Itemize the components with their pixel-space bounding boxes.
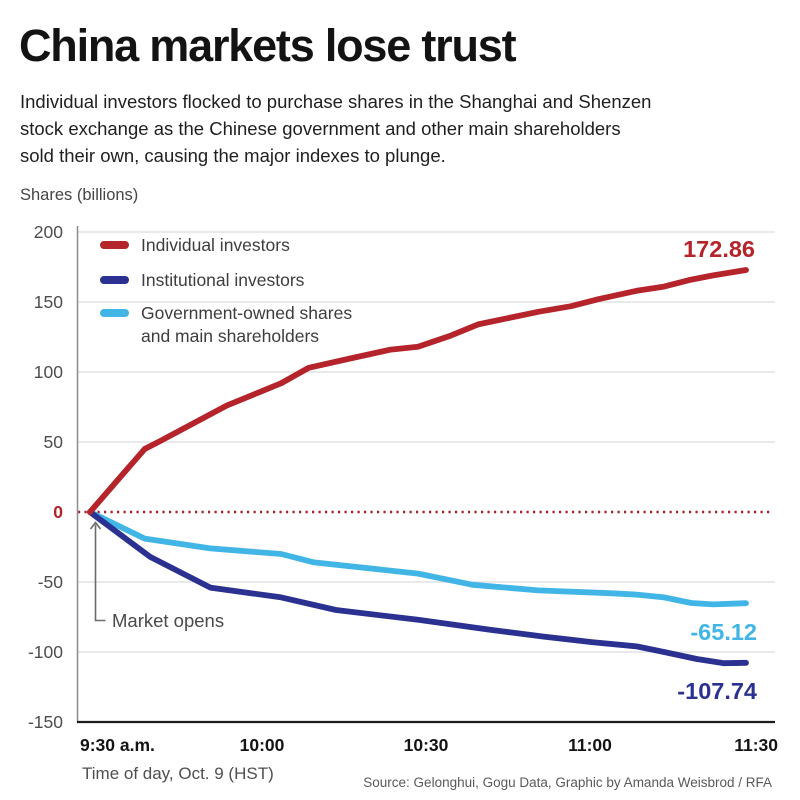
series-line-government-owned-shares: [87, 509, 749, 608]
page-title: China markets lose trust: [19, 20, 517, 71]
legend-label: Government-owned shares and main shareho…: [141, 303, 353, 346]
legend-swatch-icon: [100, 276, 129, 284]
x-tick-11-00: 11:00: [568, 735, 612, 755]
dek-line-3: sold their own, causing the major indexe…: [20, 145, 446, 166]
annotation-arrowhead-icon: [89, 521, 102, 530]
y-tick-200: 200: [34, 222, 63, 242]
y-axis-unit-label: Shares (billions): [20, 186, 139, 204]
x-tick-10-30: 10:30: [404, 735, 449, 755]
y-tick-100: 100: [34, 362, 63, 382]
y-tick--50: -50: [38, 572, 64, 592]
x-tick-9-30-a-m-: 9:30 a.m.: [80, 735, 155, 755]
source-credit: Source: Gelonghui, Gogu Data, Graphic by…: [363, 775, 772, 790]
x-axis-label: Time of day, Oct. 9 (HST): [82, 764, 274, 783]
dek-line-1: Individual investors flocked to purchase…: [20, 91, 652, 112]
x-tick-11-30: 11:30: [734, 735, 778, 755]
legend-item-individual-investors: Individual investors: [100, 234, 290, 257]
y-tick-150: 150: [34, 292, 63, 312]
y-tick--150: -150: [28, 712, 63, 732]
series-line-institutional-investors: [87, 509, 749, 667]
market-opens-annotation: Market opens: [112, 610, 225, 631]
y-tick--100: -100: [28, 642, 63, 662]
legend-label: Individual investors: [141, 235, 290, 255]
y-tick-0: 0: [53, 502, 63, 522]
end-value-label-institutional-investors: -107.74: [677, 678, 757, 704]
end-value-label-individual-investors: 172.86: [683, 236, 755, 262]
dek: Individual investors flocked to purchase…: [20, 88, 790, 169]
legend-item-institutional-investors: Institutional investors: [100, 269, 304, 292]
dek-line-2: stock exchange as the Chinese government…: [20, 118, 621, 139]
annotation-leader-line: [94, 524, 106, 622]
series-line-individual-investors: [87, 267, 749, 515]
legend-label: Institutional investors: [141, 270, 305, 290]
legend-item-government-owned-shares: Government-owned shares and main shareho…: [100, 302, 352, 347]
y-tick-50: 50: [44, 432, 64, 452]
legend-swatch-icon: [100, 309, 129, 317]
legend-swatch-icon: [100, 241, 129, 249]
end-value-label-government-owned-shares: -65.12: [690, 619, 757, 645]
x-tick-10-00: 10:00: [240, 735, 285, 755]
